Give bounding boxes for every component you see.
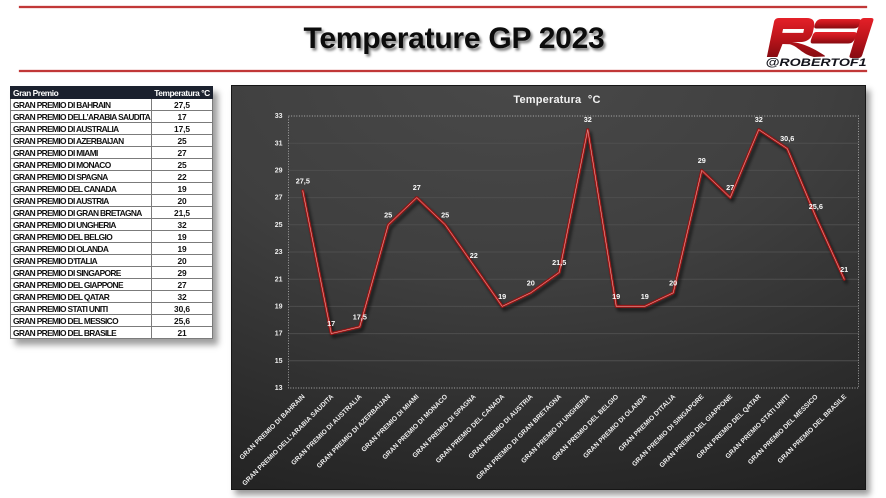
svg-text:25: 25 — [275, 222, 283, 229]
svg-text:15: 15 — [275, 358, 283, 365]
svg-text:32: 32 — [584, 115, 592, 124]
svg-text:GRAN PREMIO DI MIAMI: GRAN PREMIO DI MIAMI — [360, 393, 420, 453]
svg-text:19: 19 — [612, 292, 620, 301]
svg-text:20: 20 — [669, 278, 677, 287]
svg-text:27: 27 — [413, 183, 421, 192]
svg-text:23: 23 — [275, 249, 283, 256]
svg-text:@ROBERTOF1: @ROBERTOF1 — [766, 57, 867, 69]
svg-text:21: 21 — [840, 265, 848, 274]
svg-text:27: 27 — [275, 195, 283, 202]
svg-text:17,5: 17,5 — [353, 312, 367, 321]
svg-text:GRAN PREMIO D'ITALIA: GRAN PREMIO D'ITALIA — [618, 393, 678, 453]
svg-text:17: 17 — [327, 319, 335, 328]
svg-text:25,6: 25,6 — [809, 202, 823, 211]
svg-text:13: 13 — [275, 385, 283, 392]
svg-text:25: 25 — [384, 210, 392, 219]
svg-text:29: 29 — [275, 168, 283, 175]
svg-text:20: 20 — [527, 278, 535, 287]
svg-text:27: 27 — [726, 183, 734, 192]
svg-text:29: 29 — [698, 156, 706, 165]
svg-text:25: 25 — [441, 210, 449, 219]
svg-text:21,5: 21,5 — [552, 258, 566, 267]
svg-text:19: 19 — [641, 292, 649, 301]
svg-text:19: 19 — [498, 292, 506, 301]
svg-text:31: 31 — [275, 140, 283, 147]
svg-text:21: 21 — [275, 276, 283, 283]
svg-text:27,5: 27,5 — [296, 176, 310, 185]
svg-text:32: 32 — [755, 115, 763, 124]
svg-text:22: 22 — [470, 251, 478, 260]
svg-text:19: 19 — [275, 304, 283, 311]
svg-text:33: 33 — [275, 113, 283, 120]
svg-text:Temperatura °C: Temperatura °C — [513, 94, 600, 106]
svg-text:17: 17 — [275, 331, 283, 338]
svg-text:30,6: 30,6 — [780, 134, 794, 143]
